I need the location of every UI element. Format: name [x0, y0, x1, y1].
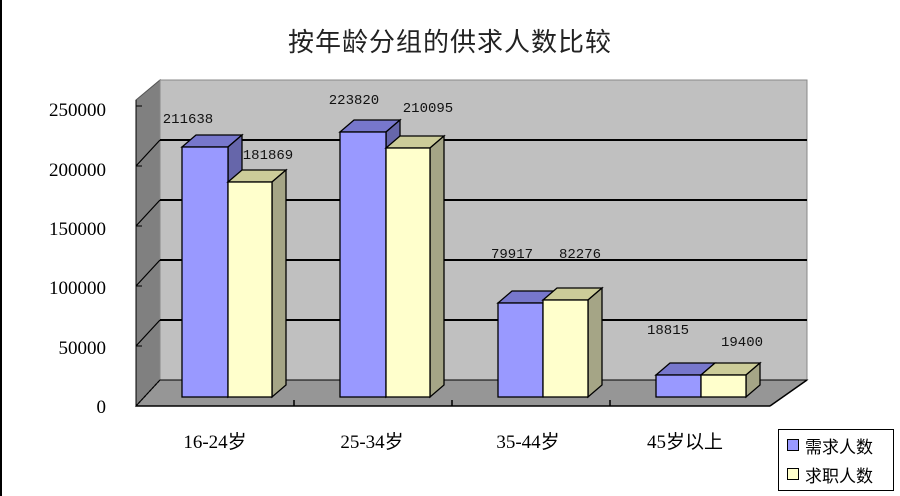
legend-label: 求职人数: [805, 466, 873, 487]
y-tick-label: 200000: [49, 160, 106, 181]
data-label: 19400: [720, 335, 763, 351]
side-gridlines: [135, 139, 161, 407]
x-tick-label: 25-34岁: [340, 432, 404, 453]
data-label: 79917: [490, 247, 533, 263]
legend-swatch-icon: [787, 439, 799, 451]
y-axis-ticks: [135, 100, 142, 406]
x-axis: [136, 379, 808, 407]
chart-frame-left-border: [0, 0, 2, 496]
data-label: 210095: [402, 101, 454, 117]
legend-item-demand: 需求人数: [787, 433, 873, 458]
data-label: 223820: [328, 93, 380, 109]
y-tick-label: 0: [96, 397, 107, 418]
data-label: 18815: [646, 323, 689, 339]
bar-group-45-plus: [654, 361, 762, 399]
y-tick-label: 250000: [49, 100, 106, 121]
data-label: 181869: [242, 148, 294, 164]
legend-swatch-icon: [787, 468, 799, 480]
chart-title: 按年龄分组的供求人数比较: [287, 28, 612, 58]
side-wall: [135, 78, 161, 408]
legend-item-jobseekers: 求职人数: [787, 462, 873, 487]
x-tick-label: 35-44岁: [496, 432, 560, 453]
legend-label: 需求人数: [805, 437, 873, 458]
x-tick-label: 16-24岁: [183, 432, 247, 453]
x-tick-label: 45岁以上: [646, 432, 723, 453]
bar-group-35-44: [496, 286, 604, 399]
y-tick-label: 150000: [49, 219, 106, 240]
data-label: 211638: [162, 112, 214, 128]
y-tick-label: 50000: [58, 338, 107, 359]
data-label: 82276: [558, 247, 601, 263]
legend: 需求人数 求职人数: [778, 429, 894, 491]
bar-group-25-34: [338, 118, 446, 399]
y-tick-label: 100000: [49, 278, 106, 299]
bar-group-16-24: [180, 133, 288, 399]
